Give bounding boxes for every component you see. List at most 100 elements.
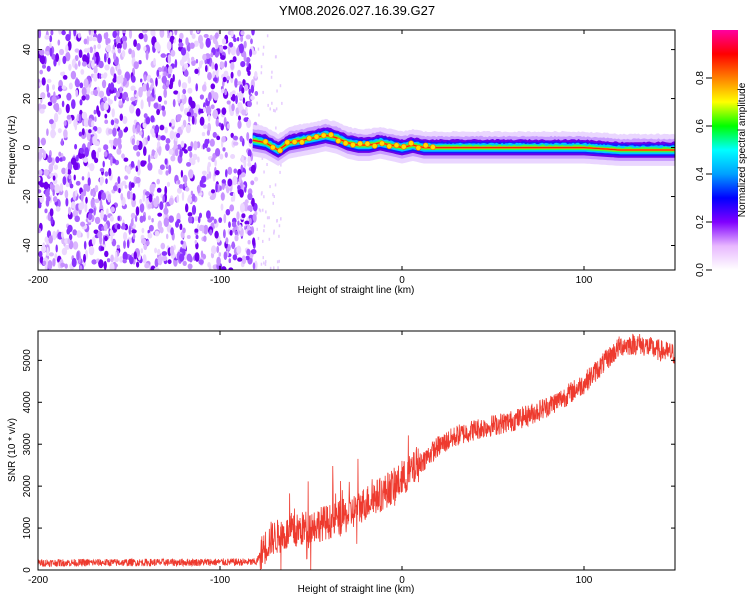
noise-cell: [238, 174, 242, 184]
signal-peak-cell: [277, 147, 283, 154]
noise-cell: [72, 241, 79, 250]
noise-cell: [104, 113, 108, 119]
noise-cell: [124, 126, 129, 132]
noise-cell: [116, 244, 120, 249]
noise-cell: [143, 113, 148, 119]
noise-cell: [130, 217, 134, 227]
noise-cell: [140, 78, 143, 83]
noise-cell: [252, 237, 256, 247]
x-tick-label: -100: [210, 275, 230, 286]
noise-cell: [57, 39, 61, 46]
noise-cell: [124, 184, 128, 189]
noise-cell: [247, 155, 251, 164]
noise-cell: [65, 51, 71, 62]
noise-cell: [181, 82, 188, 90]
noise-cell: [89, 46, 93, 54]
noise-cell: [263, 229, 265, 233]
noise-cell: [248, 63, 252, 71]
noise-cell: [114, 95, 117, 102]
noise-cell: [222, 45, 228, 50]
noise-cell: [148, 97, 151, 108]
noise-cell: [117, 223, 121, 230]
signal-peak-cell: [386, 143, 393, 150]
noise-cell: [168, 83, 173, 90]
noise-cell: [141, 238, 147, 245]
noise-cell: [178, 42, 184, 48]
noise-cell: [213, 218, 217, 224]
noise-cell: [79, 265, 83, 270]
noise-cell: [81, 111, 88, 120]
noise-cell: [229, 204, 235, 212]
noise-cell: [238, 103, 243, 113]
noise-cell: [121, 50, 126, 58]
noise-cell: [178, 79, 182, 88]
noise-cell: [167, 259, 172, 265]
noise-cell: [110, 254, 114, 263]
noise-cell: [178, 184, 184, 189]
signal-peak-cell: [342, 140, 349, 147]
spectrogram-frame: [37, 29, 676, 271]
noise-cell: [160, 242, 166, 250]
noise-cell: [130, 85, 134, 91]
noise-cell: [91, 149, 97, 160]
noise-cell: [91, 236, 96, 246]
x-tick-label: -200: [28, 575, 48, 586]
signal-peak-cell: [328, 131, 334, 138]
noise-cell: [244, 220, 250, 225]
noise-cell: [229, 229, 233, 236]
noise-cell: [243, 160, 247, 169]
noise-cell: [134, 90, 137, 95]
noise-cell: [109, 215, 114, 222]
noise-cell: [273, 266, 275, 270]
noise-cell: [237, 81, 243, 86]
noise-cell: [207, 72, 212, 81]
noise-cell: [155, 77, 158, 87]
noise-cell: [62, 156, 66, 162]
noise-cell: [250, 38, 253, 45]
noise-cell: [151, 149, 155, 157]
noise-cell: [98, 90, 105, 99]
noise-cell: [237, 257, 243, 262]
noise-cell: [247, 70, 251, 76]
noise-cell: [134, 215, 138, 222]
noise-cell: [49, 183, 53, 190]
noise-cell: [206, 173, 210, 180]
noise-cell: [65, 34, 71, 42]
noise-cell: [187, 146, 193, 152]
noise-cell: [110, 206, 115, 213]
noise-cell: [146, 82, 150, 92]
y-tick-label: 0: [22, 567, 33, 573]
noise-cell: [221, 179, 226, 184]
noise-cell: [281, 101, 283, 105]
noise-cell: [82, 157, 89, 163]
noise-cell: [186, 111, 192, 117]
noise-cell: [197, 216, 201, 224]
noise-cell: [74, 215, 80, 223]
noise-cell: [148, 224, 154, 232]
noise-cell: [111, 108, 115, 118]
noise-cell: [207, 122, 212, 133]
noise-cell: [224, 151, 228, 158]
noise-cell: [143, 46, 147, 52]
noise-cell: [243, 51, 247, 60]
noise-cell: [160, 53, 167, 58]
noise-cell: [221, 266, 227, 270]
noise-cell: [118, 143, 122, 150]
noise-cell: [132, 193, 136, 201]
noise-cell: [88, 208, 94, 214]
signal-peak-cell: [269, 144, 276, 151]
noise-cell: [91, 129, 95, 135]
noise-cell: [140, 99, 144, 110]
noise-cell: [47, 156, 53, 163]
noise-cell: [248, 138, 253, 144]
noise-cell: [232, 135, 238, 140]
x-tick-label: -100: [210, 575, 230, 586]
noise-cell: [237, 185, 241, 191]
noise-cell: [224, 90, 227, 96]
noise-cell: [190, 190, 194, 196]
noise-cell: [142, 30, 148, 34]
noise-cell: [72, 210, 77, 218]
noise-cell: [45, 190, 50, 198]
noise-cell: [142, 160, 147, 165]
noise-cell: [237, 69, 242, 77]
